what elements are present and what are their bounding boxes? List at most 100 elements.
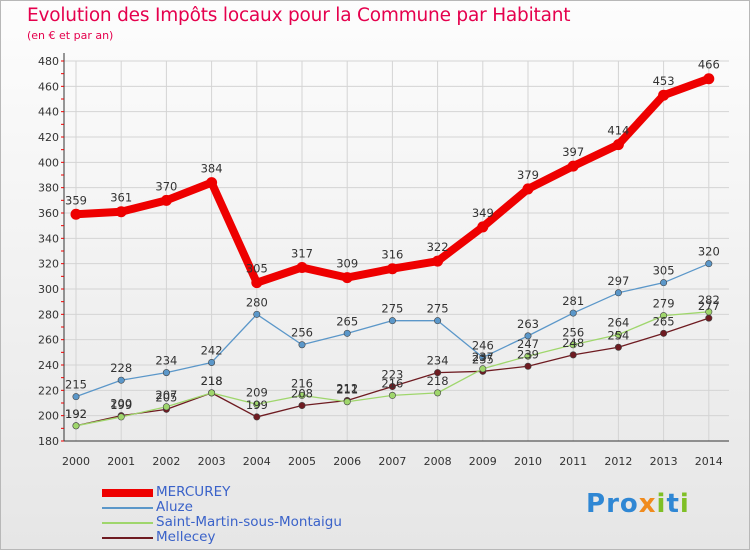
data-point bbox=[524, 362, 532, 370]
data-label: 309 bbox=[336, 257, 358, 271]
data-point bbox=[298, 391, 306, 399]
data-point bbox=[72, 393, 80, 401]
x-tick-label: 2003 bbox=[198, 455, 226, 468]
data-point bbox=[253, 400, 261, 408]
data-point bbox=[386, 263, 398, 275]
data-label: 361 bbox=[110, 191, 132, 205]
data-label: 234 bbox=[155, 354, 177, 368]
data-label: 297 bbox=[607, 274, 629, 288]
data-point bbox=[117, 413, 125, 421]
data-label: 256 bbox=[562, 326, 584, 340]
data-label: 305 bbox=[653, 264, 675, 278]
y-tick-label: 260 bbox=[38, 334, 59, 347]
data-label: 218 bbox=[201, 374, 223, 388]
data-label: 277 bbox=[698, 299, 720, 313]
data-point bbox=[388, 383, 396, 391]
y-tick-label: 380 bbox=[38, 182, 59, 195]
data-label: 275 bbox=[381, 302, 403, 316]
data-label: 199 bbox=[110, 398, 132, 412]
data-label: 305 bbox=[246, 262, 268, 276]
data-point bbox=[705, 314, 713, 322]
data-point bbox=[343, 398, 351, 406]
data-label: 207 bbox=[155, 388, 177, 402]
legend-label: MERCUREY bbox=[156, 484, 231, 500]
data-point bbox=[162, 403, 170, 411]
data-point bbox=[614, 331, 622, 339]
data-point bbox=[660, 329, 668, 337]
data-label: 453 bbox=[653, 74, 675, 88]
x-tick-label: 2005 bbox=[288, 455, 316, 468]
data-point bbox=[162, 369, 170, 377]
data-point bbox=[614, 289, 622, 297]
data-point bbox=[117, 376, 125, 384]
data-label: 397 bbox=[562, 145, 584, 159]
data-label: 216 bbox=[381, 376, 403, 390]
chart-title: Evolution des Impôts locaux pour la Comm… bbox=[27, 5, 571, 26]
y-tick-label: 180 bbox=[38, 435, 59, 448]
data-label: 216 bbox=[291, 376, 313, 390]
data-label: 414 bbox=[607, 124, 629, 138]
data-label: 275 bbox=[427, 302, 449, 316]
legend-swatch bbox=[102, 488, 153, 497]
data-label: 280 bbox=[246, 295, 268, 309]
x-tick-label: 2000 bbox=[62, 455, 90, 468]
data-label: 212 bbox=[336, 381, 358, 395]
y-tick-label: 280 bbox=[38, 308, 59, 321]
data-label: 235 bbox=[472, 352, 494, 366]
data-point bbox=[434, 317, 442, 325]
data-point bbox=[660, 312, 668, 320]
x-tick-label: 2006 bbox=[333, 455, 361, 468]
x-tick-label: 2012 bbox=[604, 455, 632, 468]
data-point bbox=[569, 351, 577, 359]
y-tick-label: 320 bbox=[38, 258, 59, 271]
data-point bbox=[251, 277, 263, 289]
y-tick-label: 220 bbox=[38, 384, 59, 397]
data-point bbox=[160, 194, 172, 206]
data-label: 281 bbox=[562, 294, 584, 308]
legend-label: Mellecey bbox=[156, 529, 216, 545]
data-label: 349 bbox=[472, 206, 494, 220]
data-point bbox=[72, 422, 80, 430]
data-label: 239 bbox=[517, 347, 539, 361]
data-label: 248 bbox=[562, 336, 584, 350]
data-label: 254 bbox=[607, 328, 629, 342]
data-point bbox=[388, 317, 396, 325]
data-label: 384 bbox=[201, 162, 223, 176]
data-label: 237 bbox=[472, 350, 494, 364]
data-point bbox=[298, 402, 306, 410]
data-label: 208 bbox=[291, 387, 313, 401]
data-label: 265 bbox=[653, 314, 675, 328]
data-point bbox=[703, 73, 715, 85]
data-label: 215 bbox=[65, 378, 87, 392]
y-tick-label: 360 bbox=[38, 207, 59, 220]
data-label: 265 bbox=[336, 314, 358, 328]
data-label: 282 bbox=[698, 293, 720, 307]
data-label: 205 bbox=[155, 390, 177, 404]
data-point bbox=[477, 221, 489, 233]
data-label: 316 bbox=[381, 248, 403, 262]
data-label: 228 bbox=[110, 361, 132, 375]
data-point bbox=[614, 343, 622, 351]
y-tick-label: 240 bbox=[38, 359, 59, 372]
data-point bbox=[479, 353, 487, 361]
data-point bbox=[569, 341, 577, 349]
data-label: 256 bbox=[291, 326, 313, 340]
data-point bbox=[343, 329, 351, 337]
data-label: 200 bbox=[110, 397, 132, 411]
legend-swatch bbox=[102, 506, 153, 509]
data-label: 379 bbox=[517, 168, 539, 182]
x-tick-label: 2011 bbox=[559, 455, 587, 468]
data-point bbox=[660, 279, 668, 287]
x-tick-label: 2009 bbox=[469, 455, 497, 468]
data-label: 320 bbox=[698, 245, 720, 259]
data-point bbox=[705, 260, 713, 268]
data-point bbox=[208, 358, 216, 366]
data-label: 466 bbox=[698, 58, 720, 72]
data-label: 209 bbox=[246, 385, 268, 399]
x-tick-label: 2007 bbox=[378, 455, 406, 468]
x-tick-label: 2002 bbox=[152, 455, 180, 468]
y-tick-label: 340 bbox=[38, 232, 59, 245]
x-tick-label: 2001 bbox=[107, 455, 135, 468]
